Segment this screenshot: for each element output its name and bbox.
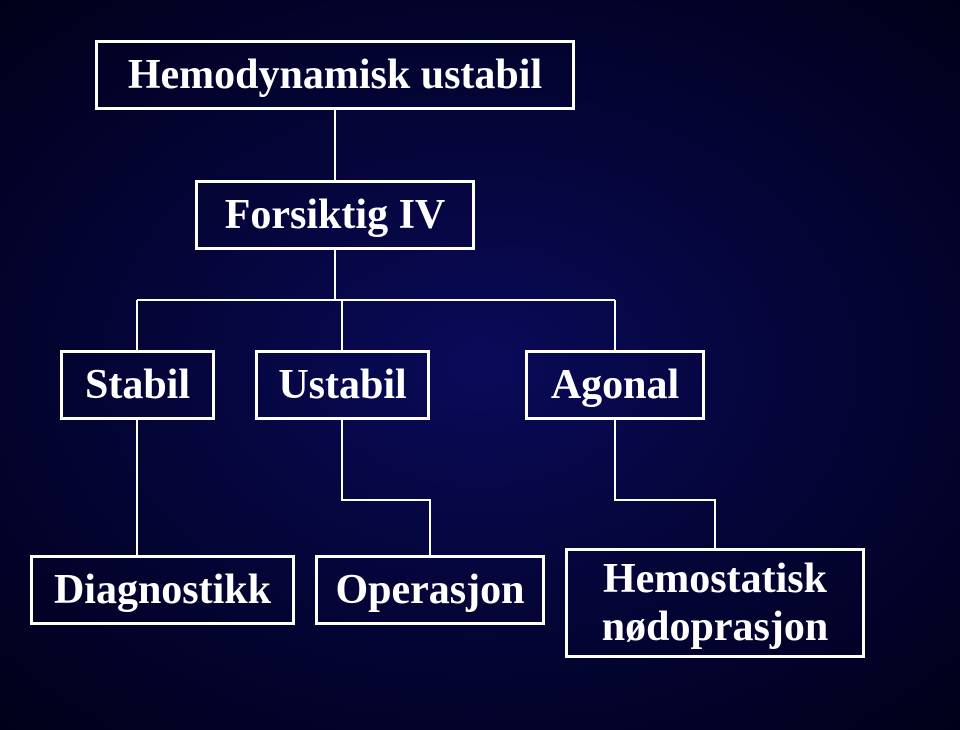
node-ustabil-label: Ustabil xyxy=(278,361,406,409)
node-operasjon: Operasjon xyxy=(315,555,545,625)
node-agonal-label: Agonal xyxy=(551,361,679,409)
node-agonal: Agonal xyxy=(525,350,705,420)
node-root: Hemodynamisk ustabil xyxy=(95,40,575,110)
node-diagnostikk: Diagnostikk xyxy=(30,555,295,625)
connector-ustabil-operasjon xyxy=(342,420,430,555)
node-hemostatisk: Hemostatisk nødoprasjon xyxy=(565,548,865,658)
connector-agonal-hemostatisk xyxy=(615,420,715,548)
node-stabil: Stabil xyxy=(60,350,215,420)
node-hemostatisk-label: Hemostatisk nødoprasjon xyxy=(576,555,854,652)
node-forsiktig-label: Forsiktig IV xyxy=(225,191,446,239)
node-diagnostikk-label: Diagnostikk xyxy=(54,566,271,614)
node-root-label: Hemodynamisk ustabil xyxy=(128,51,542,99)
node-forsiktig: Forsiktig IV xyxy=(195,180,475,250)
node-operasjon-label: Operasjon xyxy=(336,566,525,614)
node-stabil-label: Stabil xyxy=(85,361,190,409)
node-ustabil: Ustabil xyxy=(255,350,430,420)
